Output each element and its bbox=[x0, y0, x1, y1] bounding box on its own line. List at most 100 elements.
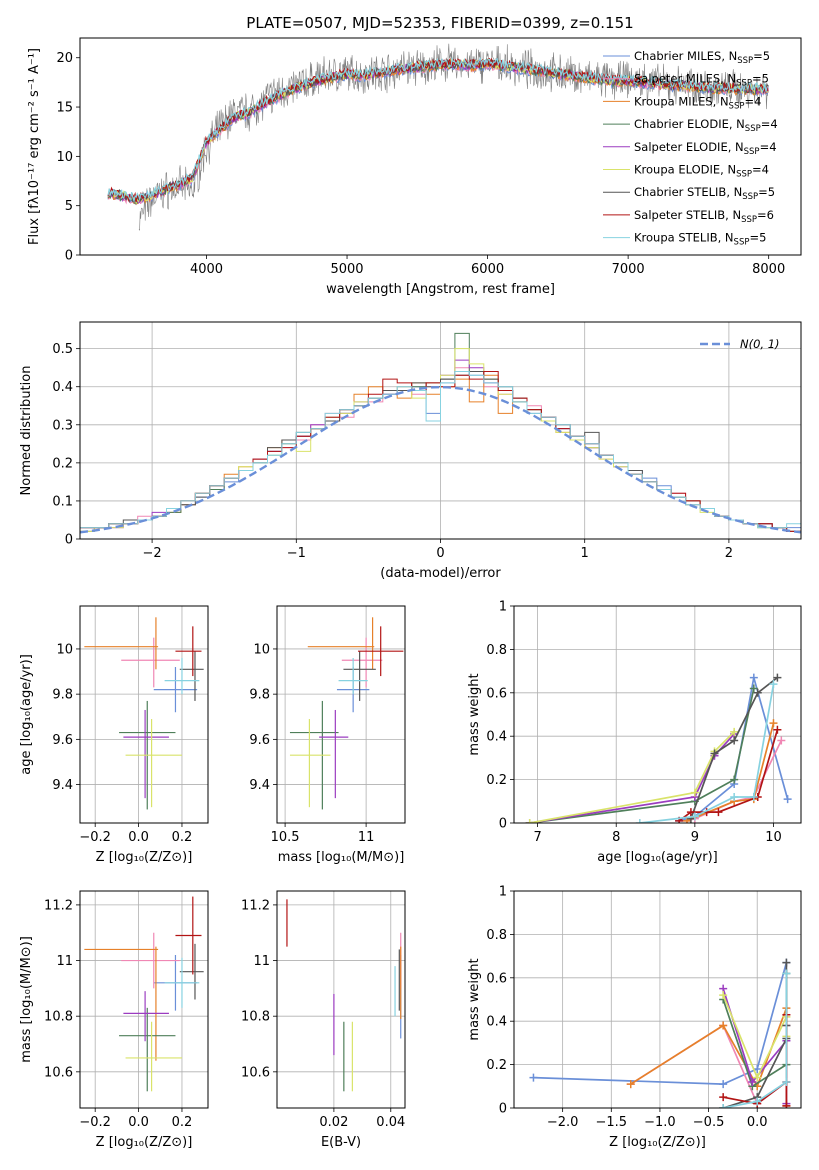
z-weight-marker bbox=[719, 1021, 728, 1030]
spectrum-xtick-label: 7000 bbox=[612, 262, 645, 277]
z-mass-point bbox=[119, 1007, 176, 1092]
z-age-point bbox=[123, 709, 169, 799]
mass-age-ytick-label: 9.4 bbox=[249, 778, 270, 793]
age-weight-line-kroupa-elodie bbox=[529, 731, 735, 823]
age-weight-xtick-label: 9 bbox=[691, 830, 699, 845]
z-weight-marker bbox=[782, 1077, 791, 1086]
spectrum-xtick-label: 5000 bbox=[330, 262, 363, 277]
spectrum-title: PLATE=0507, MJD=52353, FIBERID=0399, z=0… bbox=[246, 14, 633, 32]
age-weight-marker bbox=[525, 819, 534, 823]
z-weight-ytick-label: 0.6 bbox=[486, 971, 507, 986]
age-weight-marker bbox=[730, 736, 739, 745]
mass-age-panel: 10.5 11 9.4 9.6 9.8 10 mass [log₁₀(M/M⊙)] bbox=[249, 605, 406, 865]
legend-subscript: SSP bbox=[745, 124, 761, 134]
residuals-xtick-label: 0 bbox=[436, 546, 444, 561]
legend-count: =4 bbox=[752, 163, 769, 177]
age-weight-marker bbox=[730, 727, 739, 736]
normal-curve bbox=[80, 385, 801, 534]
z-mass-ytick-label: 11.2 bbox=[44, 898, 73, 913]
ebv-mass-ytick-label: 11 bbox=[253, 954, 270, 969]
z-weight-marker bbox=[626, 1080, 635, 1089]
residuals-xtick-label: 1 bbox=[581, 546, 589, 561]
spectrum-legend-label: Kroupa ELODIE, NSSP=4 bbox=[634, 163, 769, 180]
spectrum-legend-label: Salpeter MILES, NSSP=5 bbox=[634, 72, 769, 89]
ebv-mass-marks bbox=[286, 899, 402, 1092]
legend-count: =5 bbox=[753, 49, 770, 63]
z-mass-ylabel: mass [log₁₀(M/M⊙)] bbox=[19, 936, 34, 1063]
mass-age-point bbox=[341, 637, 383, 688]
z-age-point bbox=[175, 626, 202, 677]
age-weight-marker bbox=[749, 792, 758, 801]
z-weight-panel: −2.0 −1.5 −1.0 −0.5 0.0 0 0.2 0.4 0.6 0.8 1 Z [log₁… bbox=[467, 885, 802, 1150]
z-mass-ytick-label: 10.8 bbox=[44, 1010, 73, 1025]
mass-age-point bbox=[319, 709, 349, 799]
age-weight-marker bbox=[690, 788, 699, 797]
legend-subscript: SSP bbox=[736, 170, 752, 180]
spectrum-legend-label: Salpeter ELODIE, NSSP=4 bbox=[634, 140, 777, 157]
legend-subscript: SSP bbox=[741, 215, 757, 225]
legend-count: =5 bbox=[749, 231, 766, 245]
z-age-ytick-label: 9.4 bbox=[52, 778, 73, 793]
z-weight-marker bbox=[753, 1073, 762, 1082]
ebv-mass-xtick-label: 0.04 bbox=[376, 1115, 405, 1130]
spectrum-ylabel: Flux [fλ10⁻¹⁷ erg cm⁻² s⁻¹ A⁻¹] bbox=[27, 48, 42, 245]
age-weight-ytick-label: 0.8 bbox=[486, 643, 507, 658]
age-weight-xtick-label: 10 bbox=[765, 830, 782, 845]
legend-count: =5 bbox=[758, 185, 775, 199]
z-age-point bbox=[153, 667, 198, 713]
age-weight-marker bbox=[714, 808, 723, 817]
z-mass-ytick-label: 11 bbox=[56, 954, 73, 969]
z-weight-marker bbox=[748, 1077, 757, 1086]
age-weight-marker bbox=[690, 812, 699, 821]
age-weight-marker bbox=[773, 673, 782, 682]
z-age-marks bbox=[84, 617, 204, 810]
residuals-ytick-label: 0.3 bbox=[52, 418, 73, 433]
age-weight-ytick-label: 0.6 bbox=[486, 686, 507, 701]
z-age-point bbox=[125, 719, 182, 808]
z-age-xtick-label: −0.2 bbox=[79, 830, 111, 845]
mass-age-xlabel: mass [log₁₀(M/M⊙)] bbox=[278, 850, 405, 865]
age-weight-ytick-label: 0.4 bbox=[486, 730, 507, 745]
z-weight-xlabel: Z [log₁₀(Z/Z⊙)] bbox=[609, 1135, 706, 1150]
spectrum-legend-label: Chabrier ELODIE, NSSP=4 bbox=[634, 117, 778, 134]
spectrum-legend-label: Chabrier STELIB, NSSP=5 bbox=[634, 185, 775, 202]
legend-count: =4 bbox=[744, 94, 761, 108]
z-weight-xtick-label: −0.5 bbox=[693, 1115, 725, 1130]
spectrum-ytick-label: 10 bbox=[56, 150, 73, 165]
z-weight-marker bbox=[782, 1101, 791, 1108]
z-weight-ytick-label: 1 bbox=[499, 885, 507, 900]
z-age-ylabel: age [log₁₀(age/yr)] bbox=[19, 654, 34, 775]
residuals-xtick-label: −1 bbox=[287, 546, 306, 561]
age-weight-line-salpeter-elodie bbox=[529, 733, 735, 823]
ebv-mass-xtick-label: 0.02 bbox=[319, 1115, 348, 1130]
spectrum-xtick-label: 8000 bbox=[752, 262, 785, 277]
z-age-point bbox=[121, 637, 180, 688]
ebv-mass-frame bbox=[276, 890, 406, 1109]
legend-count: =4 bbox=[761, 117, 778, 131]
spectrum-legend-label: Kroupa STELIB, NSSP=5 bbox=[634, 231, 766, 248]
z-mass-marks bbox=[84, 896, 204, 1092]
residuals-xtick-label: −2 bbox=[143, 546, 162, 561]
age-weight-ytick-label: 1 bbox=[499, 600, 507, 615]
residuals-lines bbox=[80, 332, 801, 534]
mass-age-point bbox=[307, 617, 375, 670]
z-age-point bbox=[164, 657, 200, 695]
spectrum-xlabel: wavelength [Angstrom, rest frame] bbox=[326, 282, 555, 297]
residuals-ytick-label: 0.5 bbox=[52, 342, 73, 357]
spectrum-ytick-label: 15 bbox=[56, 101, 73, 116]
residuals-xlabel: (data-model)/error bbox=[380, 566, 501, 581]
z-weight-marker bbox=[753, 1097, 762, 1106]
spectrum-lines bbox=[107, 43, 769, 232]
spectrum-legend-label: Chabrier MILES, NSSP=5 bbox=[634, 49, 770, 66]
legend-count: =4 bbox=[760, 140, 777, 154]
z-weight-marker bbox=[529, 1073, 538, 1082]
z-mass-xlabel: Z [log₁₀(Z/Z⊙)] bbox=[96, 1135, 193, 1150]
age-weight-xlabel: age [log₁₀(age/yr)] bbox=[597, 850, 718, 865]
age-weight-line-chabrier-elodie bbox=[529, 688, 755, 823]
z-weight-line-kroupa-elodie bbox=[722, 994, 788, 1080]
z-mass-frame bbox=[79, 890, 209, 1109]
legend-count: =5 bbox=[752, 72, 769, 86]
z-weight-lines bbox=[529, 958, 791, 1108]
spectrum-frame bbox=[79, 37, 802, 256]
